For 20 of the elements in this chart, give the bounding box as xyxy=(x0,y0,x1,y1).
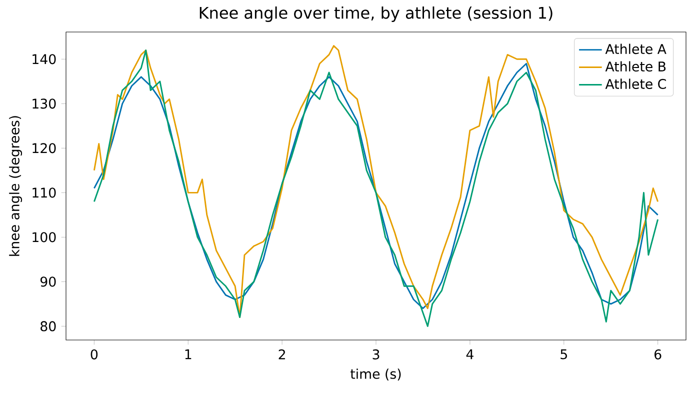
x-tick-label: 5 xyxy=(560,349,567,360)
x-tick-label: 1 xyxy=(185,349,192,360)
y-axis-title: knee angle (degrees) xyxy=(9,116,22,256)
x-tick-label: 2 xyxy=(278,349,285,360)
x-tick-label: 6 xyxy=(654,349,662,360)
x-tick-label: 0 xyxy=(90,349,98,360)
legend-label: Athlete B xyxy=(605,61,666,72)
y-tick-label: 120 xyxy=(32,143,56,154)
legend-label: Athlete A xyxy=(605,44,666,54)
y-tick-label: 80 xyxy=(40,321,56,332)
x-axis-title: time (s) xyxy=(350,368,401,381)
x-tick-label: 3 xyxy=(372,349,380,360)
y-tick-label: 140 xyxy=(32,54,56,64)
y-tick-label: 90 xyxy=(40,276,56,287)
x-tick-label: 4 xyxy=(466,349,474,360)
y-tick-label: 100 xyxy=(32,232,56,242)
legend-label: Athlete C xyxy=(605,78,666,90)
y-tick-label: 110 xyxy=(32,188,56,198)
chart-title: Knee angle over time, by athlete (session 1) xyxy=(200,6,552,22)
y-tick-label: 130 xyxy=(32,98,56,109)
